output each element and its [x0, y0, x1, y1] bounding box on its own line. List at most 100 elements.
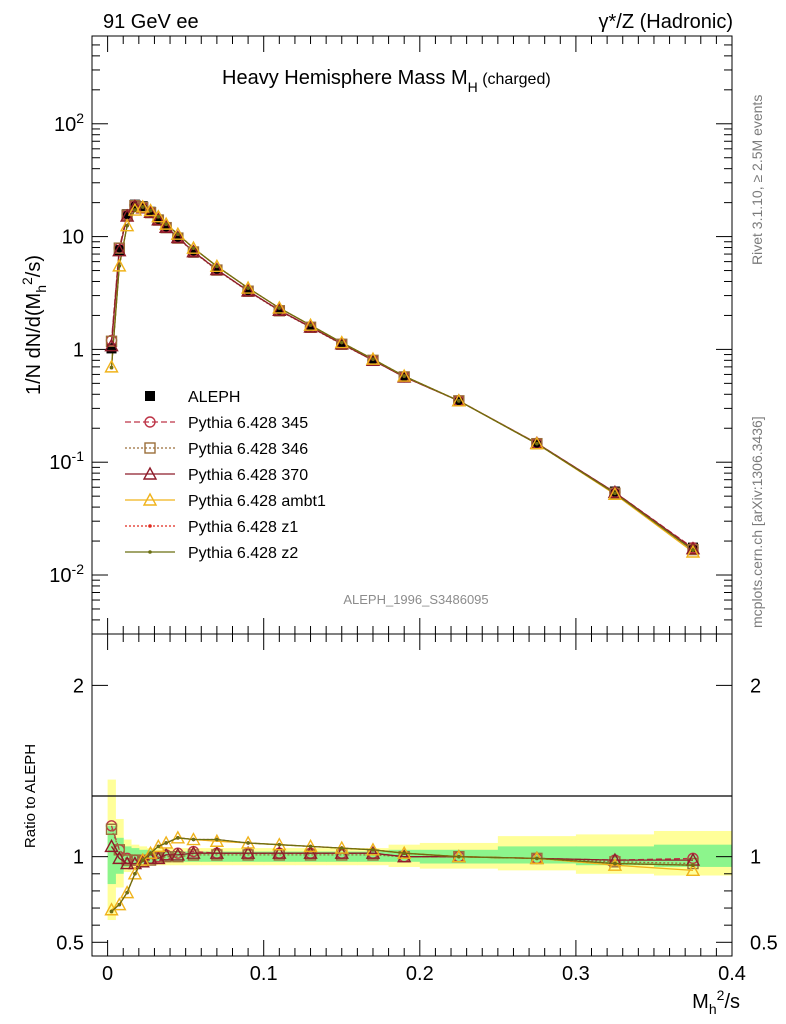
series-marker [176, 232, 180, 236]
legend-marker [144, 442, 156, 454]
series-marker [339, 340, 344, 345]
ratio-marker [535, 856, 539, 861]
series-marker [685, 541, 701, 555]
ratio-marker [607, 857, 623, 871]
ratio-curves [104, 820, 701, 916]
series-marker [240, 283, 256, 297]
ratio-marker [613, 861, 617, 866]
legend-marker [142, 466, 158, 480]
rivet-version-label: Rivet 3.1.10, ≥ 2.5M events [749, 95, 765, 265]
ratio-marker [303, 845, 318, 859]
data-point [274, 306, 285, 317]
main-panel-ticks: 10-2​ 10-1​ 1 10 102​ [49, 35, 733, 635]
ratio-marker [170, 847, 186, 861]
ratio-marker [170, 830, 186, 844]
series-marker [140, 205, 145, 209]
series-marker [209, 258, 225, 273]
ratio-marker [272, 845, 287, 859]
legend-label: Pythia 6.428 z2 [188, 545, 298, 562]
stat-uncertainty-band [326, 851, 358, 862]
ratio-marker [246, 841, 250, 845]
series-marker [685, 544, 701, 558]
series-marker [607, 486, 623, 500]
ratio-y-tick-label-right: 1 [750, 847, 761, 869]
series-marker [133, 208, 137, 212]
series-marker [151, 212, 166, 226]
data-point [243, 286, 254, 297]
data-point [211, 265, 222, 276]
series-marker [158, 219, 174, 233]
x-tick-label: 0.3 [562, 963, 590, 985]
data-point [305, 322, 316, 333]
series-marker [170, 230, 186, 244]
data-point [114, 245, 125, 256]
ratio-y-tick-label: 0.5 [56, 932, 84, 954]
ratio-marker [277, 842, 282, 847]
data-point [609, 486, 620, 497]
ratio-y-tick-label: 2 [73, 675, 84, 697]
ratio-marker [371, 848, 375, 852]
ratio-marker [685, 862, 701, 877]
x-tick-label: 0 [102, 963, 113, 985]
ratio-marker [339, 846, 344, 850]
legend-marker [142, 492, 158, 506]
ratio-marker [119, 856, 135, 870]
series-marker [371, 357, 375, 361]
legend-label: ALEPH [188, 389, 240, 406]
y-tick-label: 1 [73, 339, 84, 361]
series-marker [240, 280, 256, 294]
ratio-marker [125, 890, 129, 895]
series-marker [105, 335, 118, 347]
series-marker [457, 399, 461, 403]
watermark-label: ALEPH_1996_S3486095 [343, 592, 488, 607]
y-tick-label: 10-1​ [49, 448, 84, 474]
mcplots-label: mcplots.cern.ch [arXiv:1306.3436] [749, 416, 765, 628]
data-point [687, 542, 698, 553]
series-marker [607, 484, 623, 499]
legend-marker [148, 524, 152, 528]
ratio-marker [119, 885, 135, 899]
legend-label: Pythia 6.428 370 [188, 467, 308, 484]
series-marker [109, 365, 114, 370]
ratio-marker [135, 852, 150, 866]
ratio-marker [209, 833, 225, 847]
ratio-marker [140, 858, 145, 862]
series-marker [151, 209, 166, 223]
series-marker [209, 262, 225, 276]
series-marker [334, 335, 349, 349]
y-tick-label: 102​ [54, 110, 84, 136]
series-marker [170, 226, 186, 240]
ratio-marker [105, 823, 118, 835]
ratio-marker [109, 909, 114, 914]
ratio-y-tick-label: 1 [73, 847, 84, 869]
data-point [153, 214, 164, 225]
legend-label: Pythia 6.428 345 [188, 415, 308, 432]
series-marker [112, 243, 127, 257]
main-panel-markers [104, 198, 701, 558]
series-marker [451, 393, 467, 407]
ratio-y-tick-label-right: 0.5 [750, 932, 778, 954]
legend: ALEPH Pythia 6.428 345 Pythia 6.428 346 Pyt… [125, 389, 326, 562]
stat-uncertainty-band [357, 851, 390, 862]
series-marker [272, 300, 287, 314]
ratio-marker [148, 851, 153, 856]
ratio-marker [156, 844, 161, 849]
stat-uncertainty-band [170, 851, 187, 862]
ratio-marker [402, 851, 406, 856]
ratio-marker [133, 871, 137, 876]
legend-marker [144, 416, 156, 428]
series-marker [277, 306, 282, 310]
x-tick-label: 0.2 [406, 963, 434, 985]
series-marker [191, 246, 196, 250]
ratio-panel-ticks: 0.5 0.5 1 1 2 2 0 0.1 0.2 0.3 0.4 [56, 634, 778, 985]
stat-uncertainty-band [162, 851, 171, 862]
series-marker [104, 338, 119, 352]
chart-title: Heavy Hemisphere Mass MH (charged) [222, 67, 551, 95]
series-marker [397, 368, 412, 382]
ratio-marker [112, 850, 127, 865]
legend-label: Pythia 6.428 346 [188, 441, 308, 458]
data-point [161, 222, 172, 233]
stat-uncertainty-band [232, 851, 265, 862]
ratio-y-tick-label-right: 2 [750, 675, 761, 697]
legend-marker [145, 391, 155, 401]
